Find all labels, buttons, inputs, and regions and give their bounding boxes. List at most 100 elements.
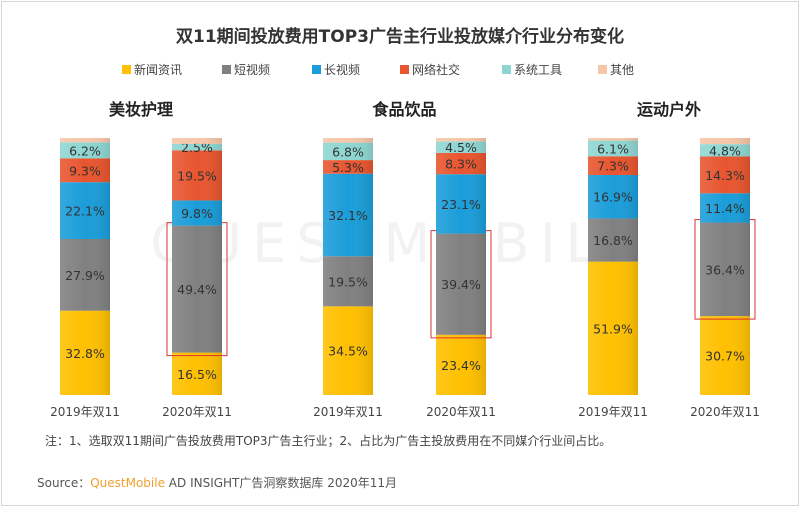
bar-shading (60, 310, 110, 395)
bar-shading (60, 138, 110, 143)
bar-shading (60, 158, 110, 183)
bar-shading (588, 140, 638, 157)
panel-title: 食品饮品 (371, 100, 436, 119)
data-label: 4.8% (709, 143, 741, 158)
source-prefix: Source： (37, 476, 91, 490)
bar-shading (588, 175, 638, 219)
bar-shading (172, 200, 222, 226)
data-label: 39.4% (441, 277, 481, 292)
data-label: 23.1% (441, 197, 481, 212)
bar-shading (60, 182, 110, 240)
legend-swatch (312, 65, 321, 74)
data-label: 27.9% (65, 268, 105, 283)
category-label: 2020年双11 (162, 405, 232, 419)
data-label: 6.2% (69, 143, 101, 158)
data-label: 30.7% (705, 349, 745, 364)
bar-shading (436, 174, 486, 234)
bar-shading (323, 173, 373, 257)
panel: 运动户外 51.9% 16.8% 16.9% 7.3% 6.1% 2019年双11 30.7%… (578, 100, 760, 419)
bar-shading (700, 138, 750, 145)
data-label: 16.9% (593, 190, 633, 205)
data-label: 7.3% (597, 159, 629, 174)
data-label: 49.4% (177, 282, 217, 297)
panel-title: 美妆护理 (109, 100, 173, 119)
legend-swatch (122, 65, 131, 74)
category-label: 2020年双11 (426, 405, 496, 419)
chart-title: 双11期间投放费用TOP3广告主行业投放媒介行业分布变化 (176, 26, 624, 47)
legend-label: 长视频 (324, 62, 360, 77)
bar-shading (436, 233, 486, 335)
data-label: 8.3% (445, 157, 477, 172)
data-label: 51.9% (593, 321, 633, 336)
data-label: 32.1% (328, 208, 368, 223)
bar-shading (60, 239, 110, 311)
data-label: 34.5% (328, 344, 368, 359)
data-label: 14.3% (705, 168, 745, 183)
bar-shading (588, 138, 638, 141)
bar-shading (700, 156, 750, 194)
source-rest: AD INSIGHT广告洞察数据库 2020年11月 (164, 476, 398, 490)
data-label: 23.4% (441, 358, 481, 373)
bar-shading (323, 142, 373, 161)
watermark: QUESTMOBILE (150, 212, 650, 275)
bar-shading (172, 225, 222, 353)
bar-shading (436, 152, 486, 175)
data-label: 11.4% (705, 201, 745, 216)
bar-shading (172, 150, 222, 201)
bar-shading (172, 352, 222, 395)
legend-swatch (222, 65, 231, 74)
bar-shading (323, 256, 373, 307)
data-label: 9.3% (69, 163, 101, 178)
source-brand: QuestMobile (90, 476, 165, 490)
data-label: 22.1% (65, 204, 105, 219)
panel-title: 运动户外 (637, 100, 701, 119)
data-label: 16.5% (177, 367, 217, 382)
legend-label: 新闻资讯 (134, 62, 182, 77)
legend-swatch (400, 65, 409, 74)
panel: 食品饮品 34.5% 19.5% 32.1% 5.3%6.8% 2019年双11 23.4%… (313, 100, 496, 419)
panel: 美妆护理 32.8% 27.9% 22.1% 9.3% 6.2% 2019年双11 16.5%… (50, 100, 232, 419)
data-label: 4.5% (445, 140, 477, 155)
bar-shading (323, 138, 373, 143)
data-label: 19.5% (177, 168, 217, 183)
legend: 新闻资讯 短视频 长视频 网络社交 系统工具 其他 (122, 62, 634, 77)
data-label: 6.8% (332, 144, 364, 159)
legend-label: 网络社交 (412, 62, 460, 77)
legend-label: 短视频 (234, 62, 270, 77)
legend-swatch (598, 65, 607, 74)
bar-shading (700, 222, 750, 317)
source-line: Source：QuestMobile AD INSIGHT广告洞察数据库 202… (37, 474, 397, 491)
legend-label: 系统工具 (514, 63, 562, 77)
category-label: 2020年双11 (690, 405, 760, 419)
data-label: 5.3% (332, 160, 364, 175)
bar-shading (588, 218, 638, 262)
bar-shading (436, 141, 486, 153)
legend-label: 其他 (610, 63, 634, 77)
category-label: 2019年双11 (578, 405, 648, 419)
bar-shading (700, 316, 750, 395)
bar-shading (588, 156, 638, 176)
bar-shading (60, 142, 110, 159)
legend-swatch (502, 65, 511, 74)
data-label: 9.8% (181, 206, 213, 221)
data-label: 16.8% (593, 233, 633, 248)
bar-shading (436, 334, 486, 395)
category-label: 2019年双11 (50, 405, 120, 419)
data-label: 36.4% (705, 262, 745, 277)
bar-shading (323, 306, 373, 395)
bar-shading (172, 138, 222, 144)
data-label: 19.5% (328, 274, 368, 289)
bar-shading (700, 144, 750, 157)
data-label: 32.8% (65, 346, 105, 361)
bar-shading (588, 261, 638, 395)
data-label: 6.1% (597, 141, 629, 156)
bar-shading (436, 138, 486, 142)
bar-shading (700, 193, 750, 223)
bar-shading (323, 160, 373, 174)
category-label: 2019年双11 (313, 405, 383, 419)
footnote: 注：1、选取双11期间广告投放费用TOP3广告主行业；2、占比为广告主投放费用在… (45, 434, 612, 448)
bar-shading (172, 143, 222, 151)
panels: 美妆护理 32.8% 27.9% 22.1% 9.3% 6.2% 2019年双11 16.5%… (50, 100, 760, 419)
